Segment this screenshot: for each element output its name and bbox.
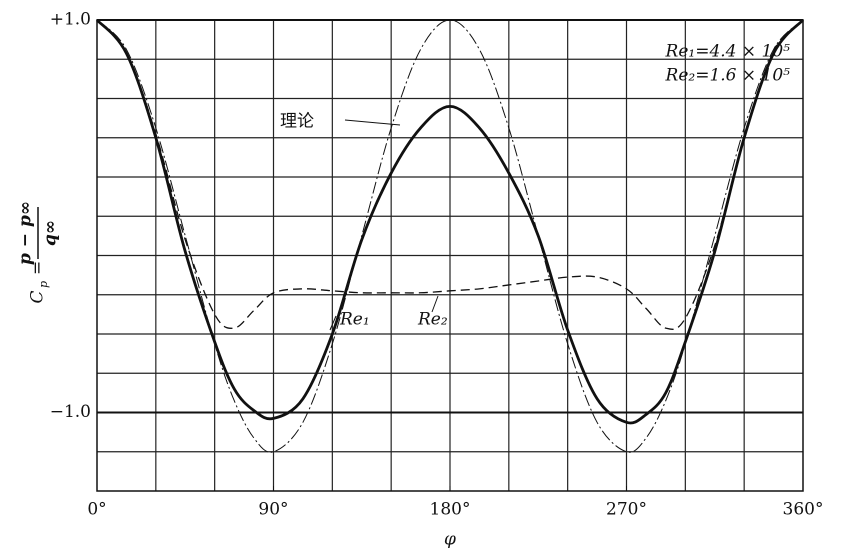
y-label-eq: = bbox=[28, 261, 48, 275]
y-tick-label: +1.0 bbox=[50, 10, 91, 30]
series-line bbox=[95, 19, 805, 425]
x-axis-label: φ bbox=[444, 530, 456, 550]
series-line bbox=[96, 19, 804, 453]
series-line bbox=[96, 19, 804, 330]
y-label-num: p − p∞ bbox=[16, 201, 36, 265]
series-label: 理论 bbox=[280, 112, 314, 132]
legend-note: Re₂=1.6 × 10⁵ bbox=[665, 66, 791, 86]
y-tick-label: −1.0 bbox=[50, 402, 91, 422]
series-label: Re₁ bbox=[339, 310, 370, 330]
x-tick-label: 90° bbox=[258, 500, 288, 520]
legend-note: Re₁=4.4 × 10⁵ bbox=[665, 42, 791, 62]
y-label-lhs: C bbox=[28, 290, 48, 303]
leader-line bbox=[329, 315, 337, 331]
y-label-den: q∞ bbox=[41, 220, 61, 246]
leader-line bbox=[344, 119, 401, 126]
x-tick-label: 180° bbox=[430, 500, 471, 520]
x-tick-label: 0° bbox=[87, 500, 106, 520]
y-axis-label: C p = p − p∞ q∞ bbox=[16, 201, 61, 304]
y-label-sub: p bbox=[37, 281, 50, 288]
leader-line bbox=[431, 295, 439, 313]
series-label: Re₂ bbox=[417, 310, 448, 330]
x-tick-label: 270° bbox=[606, 500, 647, 520]
x-tick-label: 360° bbox=[783, 500, 824, 520]
